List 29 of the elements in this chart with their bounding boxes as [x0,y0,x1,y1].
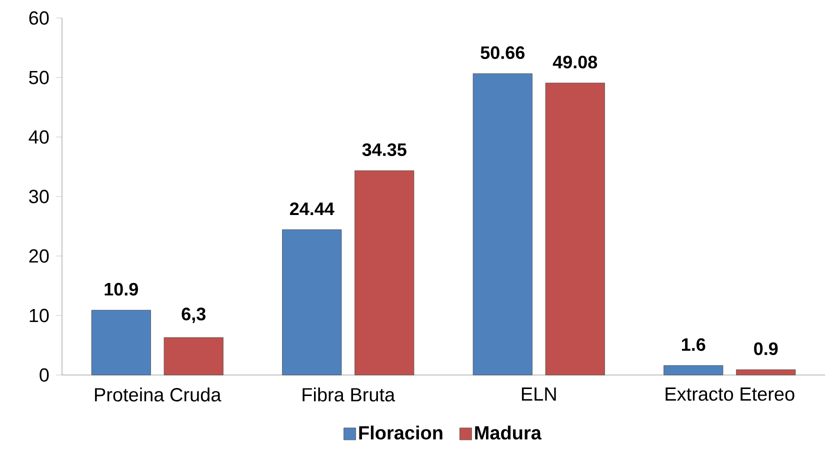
bar [545,82,605,376]
bar [736,369,796,376]
bar [282,229,342,376]
bar [164,337,224,376]
legend-label: Floracion [359,426,442,440]
data-label: 10.9 [104,282,138,296]
x-tick-label: Extracto Etereo [666,388,794,401]
y-tick-label: 60 [29,11,49,25]
data-label: 6,3 [182,308,206,323]
data-label: 34.35 [362,143,406,156]
bar [664,365,724,376]
data-label: 49.08 [552,56,598,68]
data-label: 1.6 [682,338,706,351]
y-tick-label: 40 [28,130,49,144]
y-tick-label: 0 [40,368,49,382]
bar [354,170,414,376]
x-tick-label: Fibra Bruta [302,388,396,402]
x-tick-label: ELN [522,388,556,401]
data-label: 50.66 [480,46,524,60]
y-tick-label: 50 [29,70,49,84]
y-tick-label: 20 [29,249,49,263]
legend-label: Madura [475,426,542,440]
y-tick-label: 10 [30,308,49,322]
data-label: 0.9 [754,342,778,356]
y-tick-label: 30 [29,190,49,204]
x-tick-label: Proteina Cruda [95,388,222,402]
data-label: 24.44 [290,202,334,216]
bar [91,310,151,376]
bar [472,73,532,376]
